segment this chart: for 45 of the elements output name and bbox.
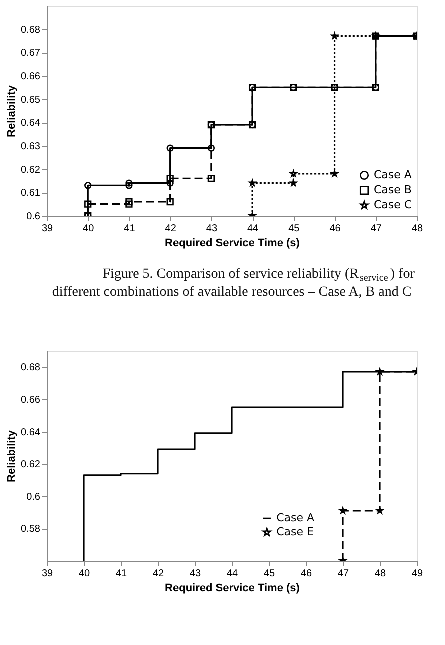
y-tick-label: 0.66 <box>21 72 41 82</box>
x-tick-label: 44 <box>226 568 238 580</box>
x-axis-title: Required Service Time (s) <box>165 238 300 250</box>
x-tick-label: 49 <box>412 568 424 580</box>
y-tick-label: 0.62 <box>21 460 41 471</box>
y-tick-label: 0.64 <box>21 118 41 130</box>
y-tick-label: 0.68 <box>21 24 41 36</box>
y-tick-label: 0.65 <box>21 94 41 106</box>
x-tick-label: 43 <box>206 224 218 234</box>
x-tick-label: 43 <box>190 568 202 580</box>
x-tick-label: 46 <box>330 224 342 234</box>
y-tick-label: 0.62 <box>21 164 41 176</box>
legend-label: Case C <box>374 198 412 212</box>
y-axis-title: Reliability <box>6 430 18 482</box>
y-axis-title: Reliability <box>6 84 18 138</box>
x-tick-label: 47 <box>370 224 382 234</box>
y-tick-label: 0.6 <box>26 212 41 222</box>
y-tick-label: 0.58 <box>21 524 41 536</box>
legend-label: Case A <box>276 512 316 524</box>
y-tick-label: 0.66 <box>21 394 41 406</box>
x-tick-label: 45 <box>288 224 300 234</box>
x-tick-label: 39 <box>42 224 54 234</box>
y-tick-label: 0.6 <box>26 492 41 503</box>
y-tick-label: 0.68 <box>21 362 41 374</box>
x-axis-title: Required Service Time (s) <box>165 582 300 594</box>
legend-label: Case B <box>374 184 412 196</box>
y-tick-label: 0.63 <box>21 142 41 152</box>
x-tick-label: 39 <box>42 568 54 580</box>
x-tick-label: 40 <box>83 224 95 234</box>
x-tick-label: 42 <box>152 568 164 580</box>
y-tick-label: 0.64 <box>21 427 41 438</box>
legend-label: Case E <box>276 526 314 538</box>
x-tick-label: 46 <box>300 568 312 580</box>
x-tick-label: 42 <box>165 224 177 234</box>
y-tick-label: 0.67 <box>21 48 41 60</box>
x-tick-label: 44 <box>247 224 260 234</box>
x-tick-label: 40 <box>78 568 90 580</box>
x-tick-label: 47 <box>338 568 350 580</box>
x-tick-label: 48 <box>374 568 386 580</box>
x-tick-label: 41 <box>116 568 128 580</box>
x-tick-label: 45 <box>264 568 276 580</box>
y-tick-label: 0.61 <box>21 188 41 200</box>
x-tick-label: 41 <box>124 224 136 234</box>
x-tick-label: 48 <box>412 224 424 234</box>
legend-label: Case A <box>374 168 412 182</box>
